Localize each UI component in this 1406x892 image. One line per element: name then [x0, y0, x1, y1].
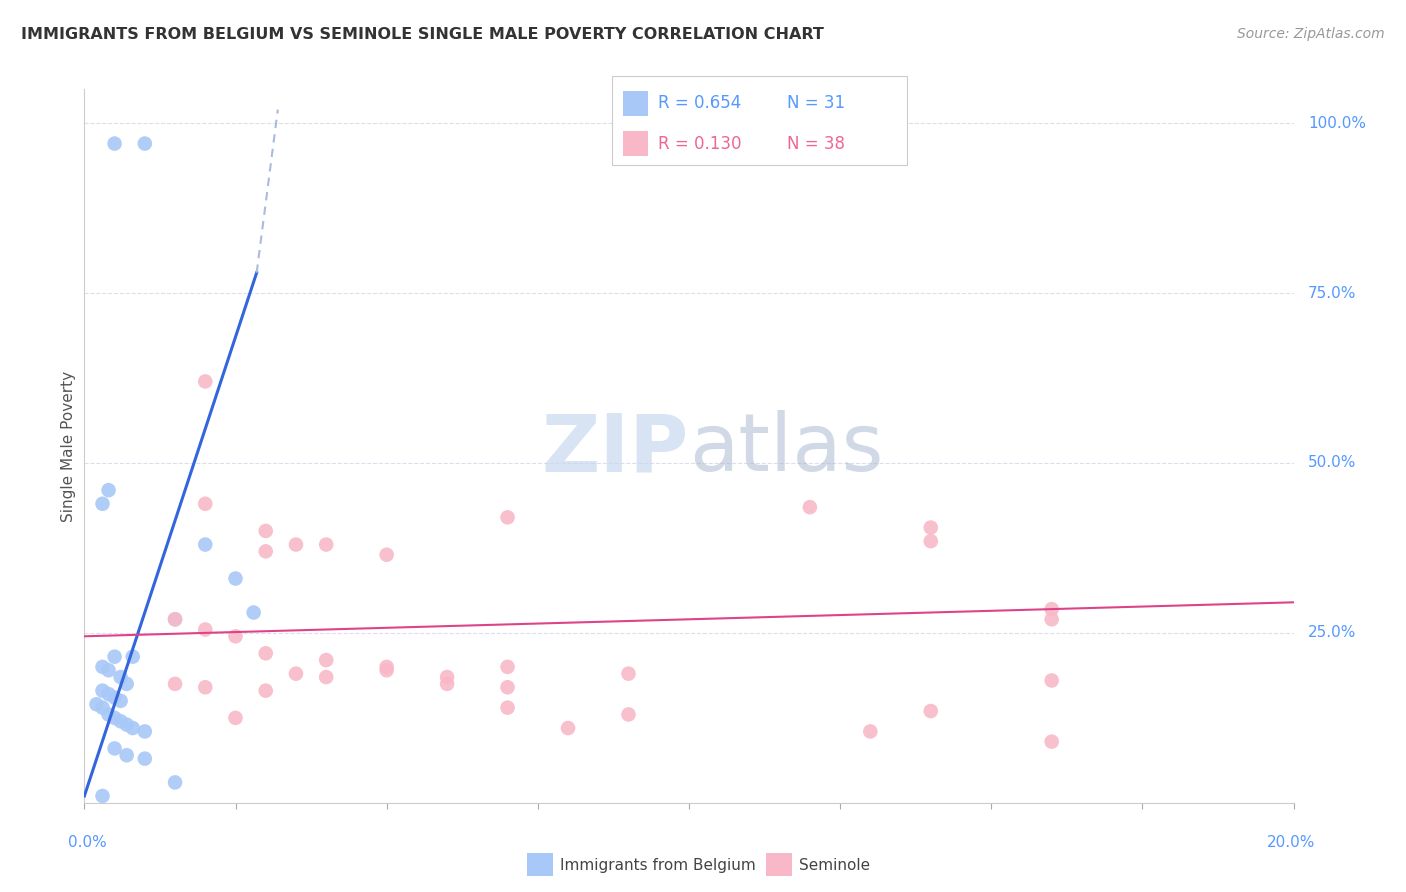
Point [315, 653, 337, 667]
Point [920, 534, 942, 549]
Point [194, 623, 217, 637]
Point [91, 700, 114, 714]
Point [110, 694, 132, 708]
Point [110, 670, 132, 684]
Point [617, 666, 640, 681]
Point [121, 649, 143, 664]
Point [496, 680, 519, 694]
Text: 50.0%: 50.0% [1308, 456, 1357, 470]
Point [375, 663, 398, 677]
Y-axis label: Single Male Poverty: Single Male Poverty [60, 370, 76, 522]
Point [165, 612, 187, 626]
Point [104, 711, 127, 725]
Text: N = 38: N = 38 [787, 135, 845, 153]
Text: 25.0%: 25.0% [1308, 625, 1357, 640]
Point [284, 666, 308, 681]
Point [104, 690, 127, 705]
Point [91, 789, 114, 803]
Text: R = 0.654: R = 0.654 [658, 95, 741, 112]
Point [799, 500, 821, 515]
Point [194, 497, 217, 511]
Text: atlas: atlas [689, 410, 883, 489]
Point [134, 724, 156, 739]
Point [121, 721, 143, 735]
Text: 20.0%: 20.0% [1267, 836, 1315, 850]
Point [436, 670, 458, 684]
Point [1040, 612, 1063, 626]
Point [165, 612, 187, 626]
Point [254, 524, 277, 538]
Point [1040, 602, 1063, 616]
Point [859, 724, 882, 739]
Text: R = 0.130: R = 0.130 [658, 135, 741, 153]
Point [496, 510, 519, 524]
Point [254, 544, 277, 558]
Point [225, 572, 247, 586]
Point [1040, 673, 1063, 688]
Point [617, 707, 640, 722]
Point [97, 663, 120, 677]
Text: IMMIGRANTS FROM BELGIUM VS SEMINOLE SINGLE MALE POVERTY CORRELATION CHART: IMMIGRANTS FROM BELGIUM VS SEMINOLE SING… [21, 27, 824, 42]
Text: Source: ZipAtlas.com: Source: ZipAtlas.com [1237, 27, 1385, 41]
Point [91, 660, 114, 674]
Point [254, 683, 277, 698]
Point [165, 775, 187, 789]
Point [315, 537, 337, 551]
Point [91, 683, 114, 698]
Point [194, 537, 217, 551]
Point [104, 136, 127, 151]
Point [115, 717, 138, 731]
Point [194, 375, 217, 389]
Point [225, 711, 247, 725]
Point [496, 660, 519, 674]
Text: 0.0%: 0.0% [67, 836, 107, 850]
Point [1040, 734, 1063, 748]
Point [375, 660, 398, 674]
Point [134, 136, 156, 151]
Point [134, 751, 156, 765]
Text: N = 31: N = 31 [787, 95, 845, 112]
Text: Immigrants from Belgium: Immigrants from Belgium [560, 858, 755, 872]
Point [86, 698, 108, 712]
Point [225, 629, 247, 643]
Point [115, 677, 138, 691]
Text: ZIP: ZIP [541, 410, 689, 489]
Text: Seminole: Seminole [799, 858, 870, 872]
Point [165, 677, 187, 691]
Text: 75.0%: 75.0% [1308, 285, 1357, 301]
Point [194, 680, 217, 694]
Text: 100.0%: 100.0% [1308, 116, 1367, 131]
Point [104, 741, 127, 756]
Point [315, 670, 337, 684]
Point [110, 714, 132, 729]
Point [97, 483, 120, 498]
Point [97, 707, 120, 722]
Point [104, 649, 127, 664]
Point [920, 520, 942, 534]
Point [115, 748, 138, 763]
Point [375, 548, 398, 562]
Point [496, 700, 519, 714]
Point [91, 497, 114, 511]
Point [436, 677, 458, 691]
Point [920, 704, 942, 718]
Point [557, 721, 579, 735]
Point [254, 646, 277, 660]
Point [97, 687, 120, 701]
Point [242, 606, 264, 620]
Point [284, 537, 308, 551]
